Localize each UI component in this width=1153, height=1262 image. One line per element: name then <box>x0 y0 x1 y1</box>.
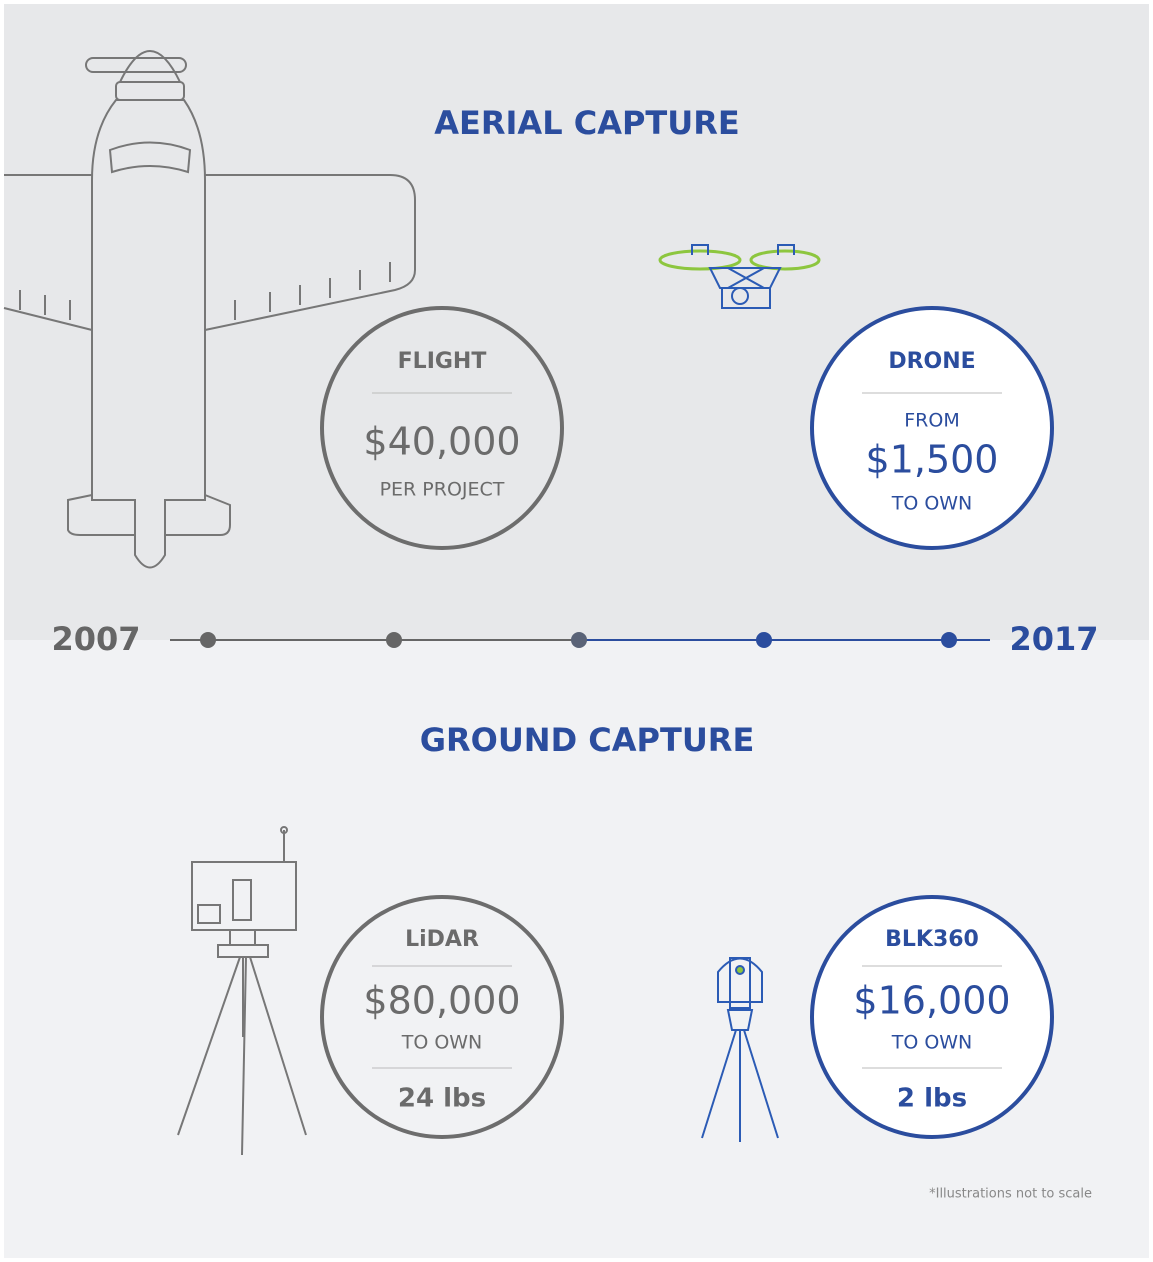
flight-circle <box>320 306 564 550</box>
lidar-circle <box>320 895 564 1139</box>
plane-illustration <box>3 50 416 569</box>
flight-price: $40,000 <box>363 420 520 464</box>
flight-label: FLIGHT <box>398 349 487 374</box>
lidar-price: $80,000 <box>363 979 520 1023</box>
timeline <box>170 632 990 648</box>
lidar-weight: 24 lbs <box>398 1084 486 1114</box>
timeline-end: 2017 <box>1009 620 1098 658</box>
drone-price: $1,500 <box>866 438 999 482</box>
blk360-circle <box>810 895 1054 1139</box>
blk360-price: $16,000 <box>853 979 1010 1023</box>
ground-title: GROUND CAPTURE <box>420 721 755 759</box>
lidar-label: LiDAR <box>405 927 479 952</box>
drone-label: DRONE <box>888 349 975 374</box>
drone-prefix: FROM <box>904 410 959 432</box>
drone-circle <box>810 306 1054 550</box>
timeline-dot <box>200 632 216 648</box>
lidar-note: TO OWN <box>401 1032 483 1054</box>
timeline-dot <box>386 632 402 648</box>
flight-note: PER PROJECT <box>380 479 505 501</box>
blk360-label: BLK360 <box>885 927 979 952</box>
blk360-note: TO OWN <box>891 1032 973 1054</box>
timeline-dot <box>756 632 772 648</box>
drone-illustration <box>658 244 821 309</box>
aerial-title: AERIAL CAPTURE <box>434 104 739 142</box>
drone-note: TO OWN <box>891 493 973 515</box>
timeline-start: 2007 <box>51 620 140 658</box>
timeline-dot <box>571 632 587 648</box>
footnote: *Illustrations not to scale <box>929 1187 1092 1202</box>
lidar-illustration <box>177 826 307 1156</box>
timeline-dot <box>941 632 957 648</box>
blk360-illustration <box>701 957 779 1142</box>
blk360-weight: 2 lbs <box>897 1084 967 1114</box>
